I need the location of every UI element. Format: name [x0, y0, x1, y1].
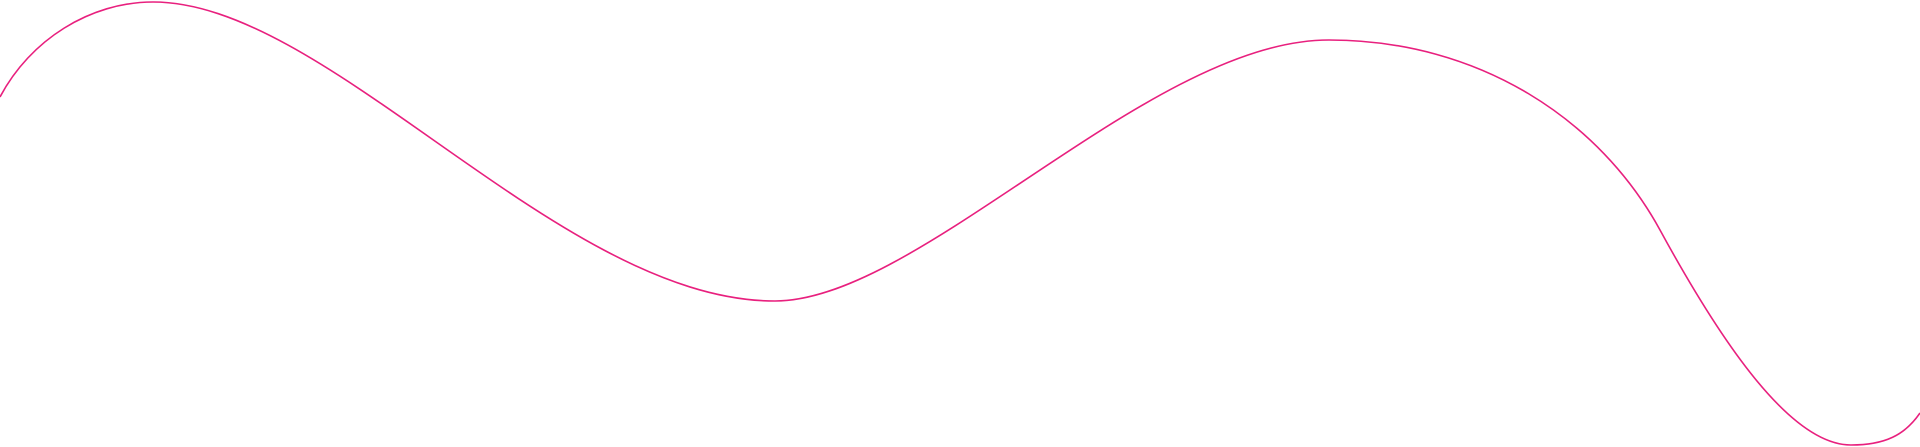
decorative-wave — [0, 1, 1920, 446]
wave-line — [0, 1, 1920, 446]
